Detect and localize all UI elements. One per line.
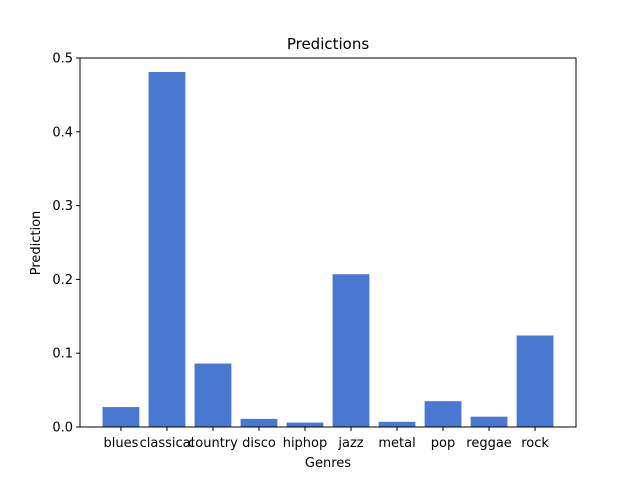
x-axis-title: Genres <box>305 456 351 471</box>
bars-group <box>102 72 554 427</box>
bar-metal <box>378 421 416 427</box>
x-tick-label-metal: metal <box>378 436 415 451</box>
bar-reggae <box>470 416 508 427</box>
x-tick-label-blues: blues <box>104 436 139 451</box>
x-tick-label-pop: pop <box>431 436 455 451</box>
bar-country <box>194 363 232 427</box>
bar-rock <box>516 335 554 427</box>
y-tick-label: 0.4 <box>52 125 73 140</box>
x-tick-label-country: country <box>188 436 238 451</box>
bar-pop <box>424 401 462 427</box>
x-tick-label-reggae: reggae <box>466 436 512 451</box>
y-tick-label: 0.0 <box>52 421 73 436</box>
x-tick-label-rock: rock <box>521 436 549 451</box>
bar-blues <box>102 407 140 427</box>
x-tick-label-disco: disco <box>242 436 276 451</box>
plot-frame <box>79 57 577 428</box>
x-tick-label-hiphop: hiphop <box>283 436 328 451</box>
bar-disco <box>240 418 278 427</box>
y-tick-label: 0.1 <box>52 347 73 362</box>
y-tick-label: 0.3 <box>52 199 73 214</box>
y-axis-ticks: 0.0 0.1 0.2 0.3 0.4 0.5 <box>52 52 80 436</box>
bar-classical <box>148 72 186 427</box>
y-tick-label: 0.2 <box>52 273 73 288</box>
y-axis-title: Prediction <box>29 211 44 276</box>
chart-title: Predictions <box>287 35 370 53</box>
x-tick-label-classical: classical <box>140 436 195 451</box>
bar-jazz <box>332 274 370 427</box>
bar-hiphop <box>286 422 324 427</box>
y-tick-label: 0.5 <box>52 52 73 67</box>
x-tick-label-jazz: jazz <box>337 436 363 451</box>
